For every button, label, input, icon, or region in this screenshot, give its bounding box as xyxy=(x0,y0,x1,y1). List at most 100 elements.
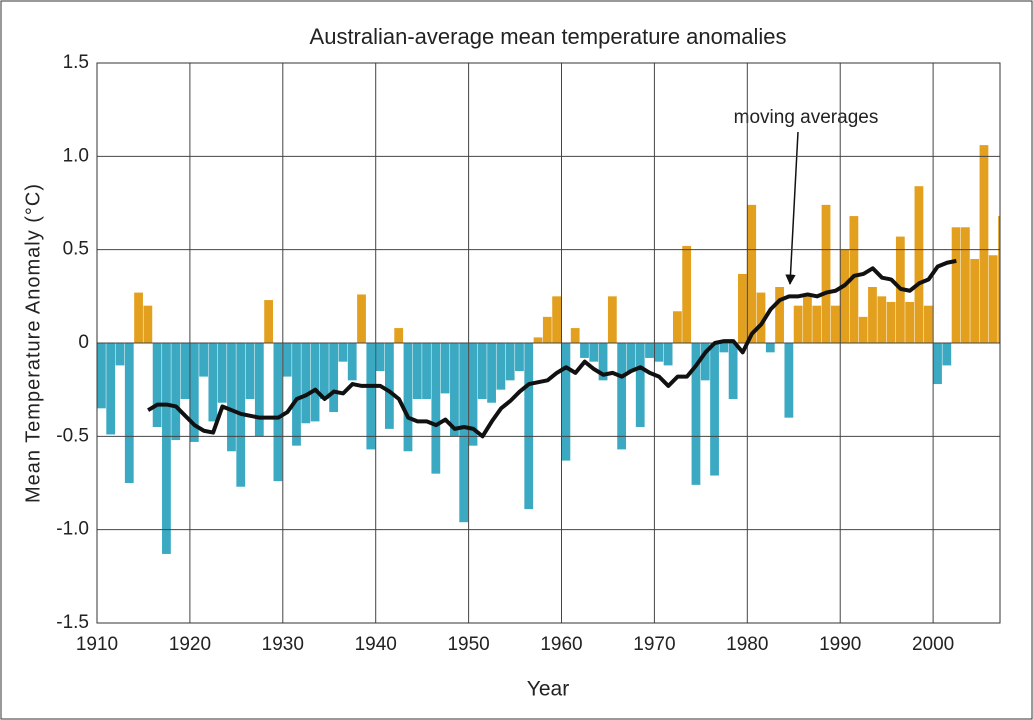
x-tick-label: 1980 xyxy=(726,634,768,655)
bar xyxy=(366,343,376,450)
bar xyxy=(496,343,506,390)
bar xyxy=(756,292,766,343)
bar xyxy=(775,287,784,343)
bar xyxy=(542,316,552,343)
x-tick-label: 1930 xyxy=(262,634,304,655)
bar xyxy=(682,245,692,343)
bar xyxy=(691,343,701,485)
bar xyxy=(793,305,803,343)
bar xyxy=(264,300,274,343)
x-tick-label: 1970 xyxy=(633,634,675,655)
bar xyxy=(171,343,181,441)
bar xyxy=(877,296,887,343)
bar xyxy=(970,259,980,343)
y-tick-label: 0 xyxy=(78,332,89,353)
bar xyxy=(124,343,134,483)
bar xyxy=(134,292,143,343)
bar xyxy=(310,343,320,422)
y-tick-label: 1.0 xyxy=(63,145,89,166)
bar xyxy=(738,273,747,343)
bar xyxy=(394,328,404,343)
bar xyxy=(663,343,673,366)
plot-area xyxy=(97,145,1000,554)
bar xyxy=(719,343,729,353)
bar xyxy=(598,343,608,381)
bar xyxy=(292,343,301,446)
bar xyxy=(273,343,283,482)
bar xyxy=(607,296,617,343)
bar xyxy=(672,311,682,343)
bar xyxy=(115,343,125,366)
bar xyxy=(840,249,849,343)
bar xyxy=(217,343,227,403)
bar xyxy=(403,343,413,452)
x-tick-label: 2000 xyxy=(912,634,954,655)
bar xyxy=(106,343,116,435)
bar xyxy=(784,343,794,418)
bar xyxy=(143,305,153,343)
bar xyxy=(487,343,496,403)
bar xyxy=(301,343,311,424)
bar xyxy=(208,343,218,422)
bar xyxy=(923,305,933,343)
bar xyxy=(422,343,431,399)
bar xyxy=(580,343,589,358)
x-tick-label: 1950 xyxy=(447,634,489,655)
bar xyxy=(960,227,970,343)
bar xyxy=(747,204,757,343)
bar xyxy=(152,343,162,427)
bar xyxy=(830,305,840,343)
bar xyxy=(227,343,236,452)
bar xyxy=(533,337,543,343)
x-tick-label: 1920 xyxy=(169,634,211,655)
bar xyxy=(375,343,385,371)
bar xyxy=(199,343,208,377)
plot-border xyxy=(96,62,1001,624)
bar xyxy=(617,343,627,450)
bar xyxy=(821,204,831,343)
y-tick-label: 1.5 xyxy=(63,52,89,73)
bar xyxy=(654,343,664,362)
bar xyxy=(477,343,487,399)
bar xyxy=(645,343,654,358)
bar xyxy=(440,343,450,394)
x-tick-label: 1990 xyxy=(819,634,861,655)
bar xyxy=(245,343,255,399)
bar xyxy=(570,328,580,343)
chart-title: Australian-average mean temperature anom… xyxy=(310,24,787,49)
annotation-arrow xyxy=(785,131,799,286)
bar xyxy=(97,343,106,409)
bar xyxy=(765,343,775,353)
bar xyxy=(589,343,599,362)
bar xyxy=(942,343,952,366)
bar xyxy=(933,343,942,385)
bar xyxy=(450,343,459,437)
bar xyxy=(979,145,989,343)
bar xyxy=(338,343,348,362)
bar xyxy=(812,305,822,343)
bar xyxy=(858,316,868,343)
bar xyxy=(886,301,896,343)
x-tick-label: 1940 xyxy=(355,634,397,655)
bar xyxy=(635,343,645,427)
bar xyxy=(988,255,998,343)
bar xyxy=(710,343,719,476)
bar xyxy=(431,343,441,474)
bar xyxy=(868,287,877,343)
moving-average-line xyxy=(147,258,957,439)
bar xyxy=(849,216,859,343)
bar xyxy=(468,343,478,446)
bar xyxy=(905,301,915,343)
bar xyxy=(505,343,515,381)
bar xyxy=(561,343,571,461)
bar xyxy=(914,186,924,343)
bar xyxy=(189,343,199,442)
bar xyxy=(951,227,961,343)
bar xyxy=(552,296,562,343)
y-axis-label: Mean Temperature Anomaly (°C) xyxy=(22,183,44,503)
bar xyxy=(803,296,812,343)
bar xyxy=(319,343,329,399)
bar xyxy=(180,343,190,399)
